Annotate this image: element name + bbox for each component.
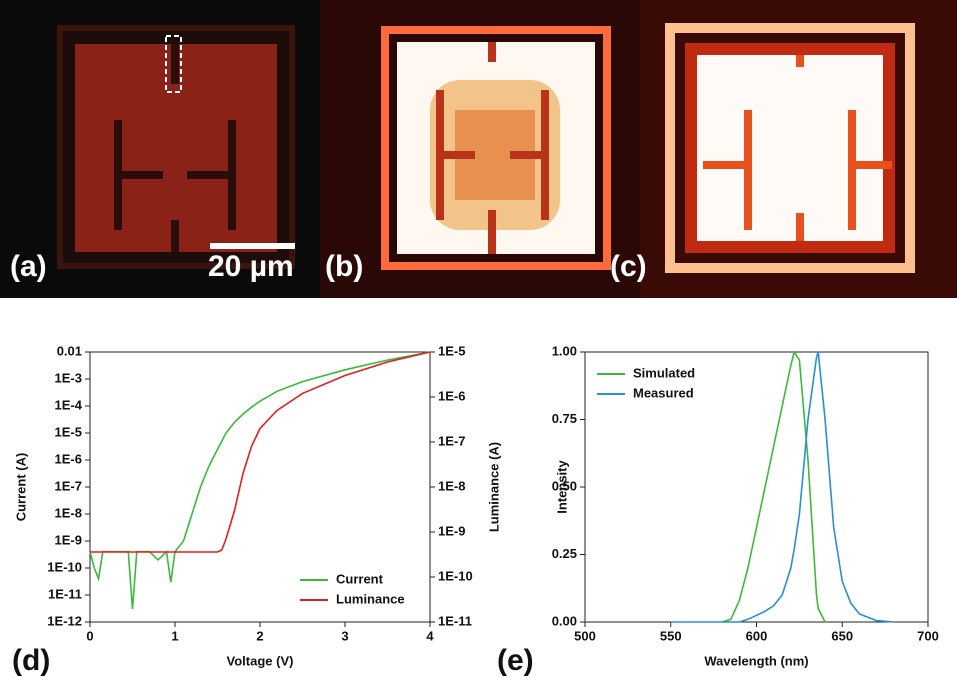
panel-label: (d) — [12, 644, 50, 677]
series-line — [90, 351, 431, 553]
y-tick-label: 1E-3 — [55, 370, 82, 385]
y-tick-label: 0.25 — [552, 546, 577, 561]
x-tick-label: 700 — [917, 628, 939, 643]
legend-label: Measured — [633, 385, 694, 400]
y-tick-label: 1E-7 — [55, 478, 82, 493]
y-tick-label: 0.75 — [552, 411, 577, 426]
y2-tick-label: 1E-9 — [438, 523, 465, 538]
x-tick-label: 650 — [831, 628, 853, 643]
series-line — [721, 350, 826, 623]
y-tick-label: 1.00 — [552, 343, 577, 358]
y2-tick-label: 1E-6 — [438, 388, 465, 403]
y-tick-label: 0.01 — [57, 343, 82, 358]
y-tick-label: 1E-10 — [47, 559, 82, 574]
panel-label: (c) — [610, 250, 647, 283]
y2-tick-label: 1E-10 — [438, 568, 473, 583]
micrograph-a — [57, 25, 295, 269]
y-tick-label: 1E-8 — [55, 505, 82, 520]
x-tick-label: 4 — [426, 628, 434, 643]
legend-label: Luminance — [336, 591, 405, 606]
x-tick-label: 2 — [256, 628, 263, 643]
panel-label: (e) — [497, 644, 534, 677]
x-tick-label: 0 — [86, 628, 93, 643]
y-tick-label: 1E-4 — [55, 397, 83, 412]
x-axis-label: Voltage (V) — [227, 653, 294, 668]
x-tick-label: 500 — [574, 628, 596, 643]
panel-label: (a) — [10, 250, 47, 283]
micrograph-c — [640, 0, 957, 298]
y-axis-label: Intensity — [554, 460, 569, 514]
y-tick-label: 1E-5 — [55, 424, 82, 439]
y2-axis-label: Luminance (A) — [486, 442, 501, 532]
y-tick-label: 0.00 — [552, 613, 577, 628]
x-tick-label: 1 — [171, 628, 178, 643]
y2-tick-label: 1E-7 — [438, 433, 465, 448]
x-tick-label: 3 — [341, 628, 348, 643]
y-tick-label: 1E-12 — [47, 613, 82, 628]
y-tick-label: 1E-6 — [55, 451, 82, 466]
legend-label: Simulated — [633, 365, 695, 380]
scale-bar-label: 20 µm — [208, 250, 294, 283]
y-tick-label: 1E-11 — [48, 586, 82, 601]
legend-label: Current — [336, 571, 384, 586]
y2-tick-label: 1E-11 — [438, 613, 472, 628]
y-tick-label: 1E-9 — [55, 532, 82, 547]
panel-label: (b) — [325, 250, 363, 283]
y-axis-label: Current (A) — [13, 453, 28, 522]
y-tick-label: 0.50 — [552, 478, 577, 493]
x-tick-label: 550 — [660, 628, 682, 643]
micrograph-b — [320, 0, 640, 298]
x-axis-label: Wavelength (nm) — [704, 653, 808, 668]
series-line — [670, 351, 894, 623]
y2-tick-label: 1E-5 — [438, 343, 465, 358]
x-tick-label: 600 — [746, 628, 768, 643]
y2-tick-label: 1E-8 — [438, 478, 465, 493]
